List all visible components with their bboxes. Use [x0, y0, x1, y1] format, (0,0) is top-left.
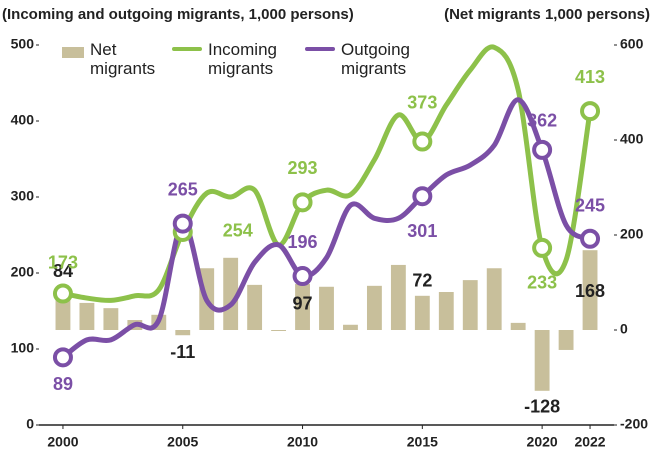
bar: [175, 330, 191, 336]
bar: [103, 308, 119, 330]
legend-swatch: [305, 47, 335, 51]
bar: [295, 283, 310, 330]
data-label: 196: [288, 232, 318, 252]
legend-label: Incoming migrants: [208, 40, 277, 78]
bar: [390, 264, 406, 330]
data-label: 254: [223, 221, 253, 241]
bar: [582, 250, 598, 330]
left-axis-title: (Incoming and outgoing migrants, 1,000 p…: [2, 6, 354, 23]
point-marker: [412, 131, 433, 152]
legend-outgoing: Outgoing migrants: [305, 40, 435, 78]
bar: [438, 292, 454, 330]
bar: [486, 268, 502, 330]
data-label: 413: [575, 67, 605, 87]
x-tick-label: 2020: [527, 434, 558, 450]
legend-net: Net migrants: [62, 40, 172, 78]
legend-label: Net migrants: [90, 40, 156, 78]
bar: [414, 295, 430, 330]
bar: [510, 322, 526, 330]
x-tick-label: 2022: [574, 434, 605, 450]
data-label: 265: [168, 179, 198, 199]
y2-tick-label: -200: [620, 416, 648, 432]
y-tick-label: 100: [11, 340, 35, 356]
data-label: 293: [288, 158, 318, 178]
y-tick-label: 200: [11, 264, 35, 280]
data-label: 173: [48, 252, 78, 272]
data-label: 245: [575, 196, 605, 216]
point-marker: [580, 101, 601, 122]
y2-tick-label: 200: [620, 226, 644, 242]
point-marker: [580, 228, 601, 249]
data-label: 97: [293, 294, 313, 314]
y-tick-label: 0: [26, 416, 34, 432]
data-label: 362: [527, 111, 557, 131]
y-tick-label: 500: [11, 36, 35, 52]
bar: [79, 302, 95, 330]
point-marker: [52, 347, 73, 368]
bar: [558, 330, 574, 350]
point-marker: [172, 213, 193, 234]
bar: [366, 285, 382, 330]
y2-tick-label: 600: [620, 36, 644, 52]
point-marker: [412, 186, 433, 207]
data-label: 89: [53, 374, 73, 394]
bar: [223, 257, 239, 330]
x-tick-label: 2010: [287, 434, 318, 450]
bar: [343, 324, 358, 330]
data-label: -11: [170, 342, 195, 362]
y-tick-label: 400: [11, 112, 35, 128]
data-label: 373: [407, 92, 437, 112]
x-tick-label: 2005: [167, 434, 198, 450]
point-marker: [292, 192, 313, 213]
data-label: 301: [407, 221, 437, 241]
line: [62, 44, 593, 303]
data-label: 72: [412, 271, 432, 291]
data-label: -128: [524, 397, 560, 417]
bar: [247, 284, 263, 330]
data-label: 84: [53, 261, 73, 281]
legend-incoming: Incoming migrants: [172, 40, 302, 78]
line: [61, 97, 592, 360]
bar: [534, 330, 550, 391]
legend-label: Outgoing migrants: [341, 40, 410, 78]
legend-swatch: [172, 47, 202, 51]
bar: [319, 286, 334, 330]
x-tick-label: 2000: [47, 434, 78, 450]
data-label: 233: [527, 273, 557, 293]
point-marker: [532, 139, 553, 160]
point-marker: [532, 237, 553, 258]
y2-tick-label: 0: [620, 321, 628, 337]
y-tick-label: 300: [11, 188, 35, 204]
y2-tick-label: 400: [620, 131, 644, 147]
legend-swatch: [62, 47, 84, 58]
bar: [462, 280, 478, 330]
point-marker: [52, 283, 73, 304]
data-label: 168: [575, 281, 605, 301]
bar: [271, 330, 287, 331]
point-marker: [292, 266, 313, 287]
right-axis-title: (Net migrants 1,000 persons): [444, 6, 650, 23]
x-tick-label: 2015: [407, 434, 438, 450]
